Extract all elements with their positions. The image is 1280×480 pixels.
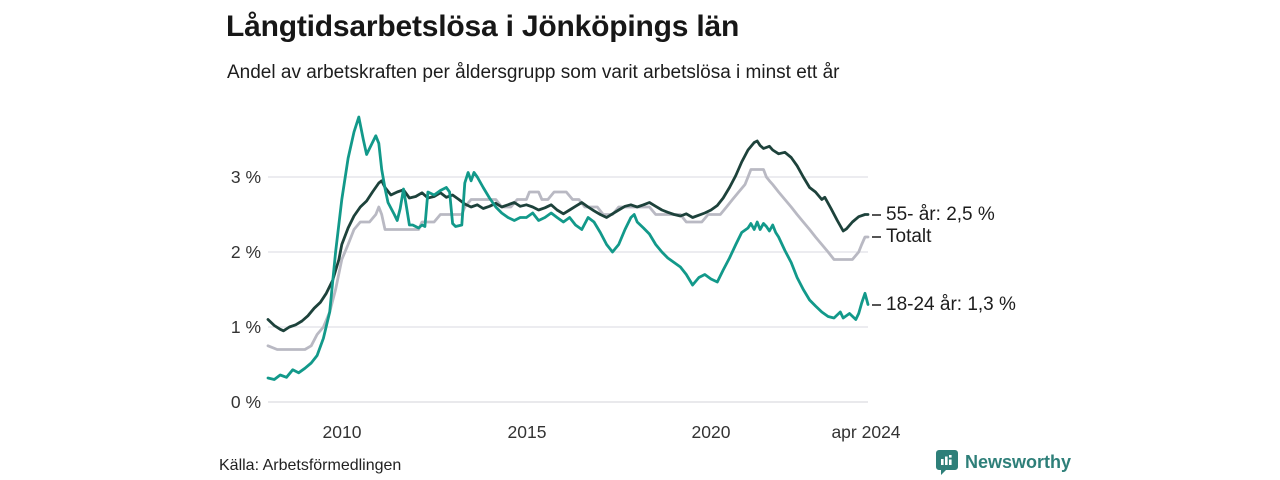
y-tick-0: 0 % [231,392,261,412]
series-label-18-24: 18-24 år: 1,3 % [872,294,1016,316]
series-label-55: 55- år: 2,5 % [872,204,995,226]
label-dash-icon [872,236,881,238]
chart-subtitle: Andel av arbetskraften per åldersgrupp s… [227,62,840,83]
series-line-55--år [266,139,870,333]
y-axis-ticks: 0 % 1 % 2 % 3 % [231,167,261,412]
newsworthy-brand-text: Newsworthy [965,452,1072,472]
newsworthy-brand: Newsworthy [936,450,1071,475]
source-note: Källa: Arbetsförmedlingen [219,457,402,474]
y-tick-2: 2 % [231,242,261,262]
x-axis-ticks: 2010 2015 2020 apr 2024 [323,422,901,442]
series-label-totalt-text: Totalt [886,226,932,247]
series-label-totalt: Totalt [872,226,931,248]
series-label-55-text: 55- år: 2,5 % [886,203,995,225]
y-tick-1: 1 % [231,317,261,337]
series-label-18-24-text: 18-24 år: 1,3 % [886,293,1016,315]
series-line-Totalt [266,168,870,351]
label-dash-icon [872,213,881,216]
y-tick-3: 3 % [231,167,261,187]
x-tick-2015: 2015 [508,422,547,442]
newsworthy-logo-icon [936,450,958,475]
x-tick-2010: 2010 [323,422,362,442]
label-dash-icon [872,303,881,306]
series-line-18-24-år [266,115,870,381]
series-lines [266,115,870,381]
x-tick-apr-2024: apr 2024 [831,422,900,442]
chart-title: Långtidsarbetslösa i Jönköpings län [226,10,740,43]
x-tick-2020: 2020 [692,422,731,442]
